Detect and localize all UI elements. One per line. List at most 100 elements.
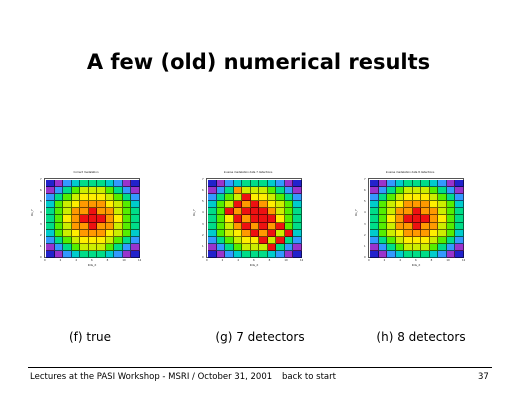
heatmap-cell	[80, 229, 89, 237]
heatmap-cell	[404, 201, 413, 209]
heatmap-panel-7-detectors: Inverse medelation data 7 detections Rds…	[190, 170, 306, 270]
heatmap-cell	[46, 194, 55, 202]
heatmap-cell	[208, 236, 217, 244]
heatmap-cell	[225, 208, 234, 216]
heatmap-cell	[438, 201, 447, 209]
y-tick-label: 5	[40, 200, 42, 204]
heatmap-cell	[267, 243, 277, 251]
heatmap-cell	[225, 215, 234, 223]
x-tick-label: 6	[253, 259, 255, 262]
heatmap-cell	[404, 229, 413, 237]
heatmap-cell	[276, 215, 285, 223]
x-tick-label: 8	[430, 259, 433, 262]
y-tick-label: 0	[202, 256, 204, 259]
heatmap-panel-8-detectors: Inverse medelation data 8 detections Rds…	[352, 170, 468, 270]
heatmap-cell	[370, 222, 379, 230]
heatmap-cell	[54, 222, 64, 230]
heatmap-cell	[97, 194, 106, 202]
heatmap-cell	[80, 180, 89, 188]
heatmap-cell	[105, 222, 115, 230]
heatmap-cell	[293, 194, 302, 202]
heatmap-cell	[395, 222, 405, 230]
heatmap-cell	[242, 208, 251, 216]
heatmap-cell	[421, 180, 430, 188]
heatmap-cell	[395, 250, 405, 258]
heatmap-cell	[208, 222, 217, 230]
heatmap-cell	[378, 243, 388, 251]
heatmap-cell	[378, 180, 388, 188]
heatmap-cell	[429, 215, 439, 223]
heatmap-cell	[293, 236, 302, 244]
heatmap-cell	[378, 229, 388, 237]
heatmap-cell	[88, 229, 98, 237]
heatmap-cell	[446, 229, 456, 237]
heatmap-cell	[131, 215, 140, 223]
heatmap-cell	[395, 194, 405, 202]
heatmap-cell	[105, 201, 115, 209]
heatmap-cell	[395, 236, 405, 244]
heatmap-cell	[370, 208, 379, 216]
heatmap-cell	[404, 180, 413, 188]
y-tick-label: 1	[40, 244, 42, 248]
y-tick-label: 6	[202, 189, 204, 193]
heatmap-cell	[80, 222, 89, 230]
heatmap-cell	[225, 180, 234, 188]
back-to-start-link[interactable]: back to start	[282, 372, 336, 382]
heatmap-cell	[421, 250, 430, 258]
heatmap-cell	[378, 201, 388, 209]
y-tick-label: 6	[40, 189, 42, 193]
heatmap-cell	[216, 236, 226, 244]
plot-area	[44, 178, 140, 258]
heatmap-cell	[250, 215, 260, 223]
heatmap-cell	[46, 222, 55, 230]
heatmap-cell	[114, 250, 123, 258]
heatmap-cell	[233, 208, 243, 216]
heatmap-cell	[88, 208, 98, 216]
heatmap-cell	[446, 187, 456, 195]
y-tick-label: 7	[40, 178, 42, 181]
heatmap-cell	[105, 229, 115, 237]
heatmap-cell	[46, 215, 55, 223]
heatmap-cell	[216, 187, 226, 195]
heatmap-cell	[122, 215, 132, 223]
heatmap-cell	[71, 180, 81, 188]
heatmap-cell	[293, 187, 302, 195]
heatmap-cell	[225, 187, 234, 195]
heatmap-cell	[293, 208, 302, 216]
heatmap-cell	[46, 243, 55, 251]
heatmap-cell	[267, 215, 277, 223]
caption-true: (f) true	[68, 330, 112, 344]
heatmap-cell	[438, 208, 447, 216]
heatmap-cell	[114, 194, 123, 202]
heatmap-grid	[46, 180, 140, 258]
heatmap-cell	[71, 201, 81, 209]
heatmap-cell	[71, 208, 81, 216]
heatmap-cell	[131, 229, 140, 237]
heatmap-cell	[250, 243, 260, 251]
heatmap-cell	[446, 208, 456, 216]
heatmap-cell	[276, 180, 285, 188]
x-tick-label: 6	[415, 259, 417, 262]
heatmap-cell	[293, 222, 302, 230]
heatmap-cell	[395, 243, 405, 251]
heatmap-cell	[404, 215, 413, 223]
heatmap-cell	[88, 180, 98, 188]
heatmap-cell	[105, 187, 115, 195]
heatmap-cell	[242, 250, 251, 258]
heatmap-cell	[97, 222, 106, 230]
heatmap-cell	[284, 222, 294, 230]
heatmap-cell	[429, 194, 439, 202]
heatmap-cell	[455, 222, 464, 230]
heatmap-cell	[208, 180, 217, 188]
heatmap-cell	[208, 243, 217, 251]
heatmap-cell	[131, 180, 140, 188]
heatmap-cell	[284, 201, 294, 209]
heatmap-cell	[225, 243, 234, 251]
heatmap-cell	[114, 222, 123, 230]
heatmap-cell	[46, 180, 55, 188]
heatmap-cell	[438, 229, 447, 237]
heatmap-cell	[114, 236, 123, 244]
heatmap-cell	[455, 243, 464, 251]
heatmap-cell	[63, 215, 72, 223]
heatmap-cell	[131, 250, 140, 258]
